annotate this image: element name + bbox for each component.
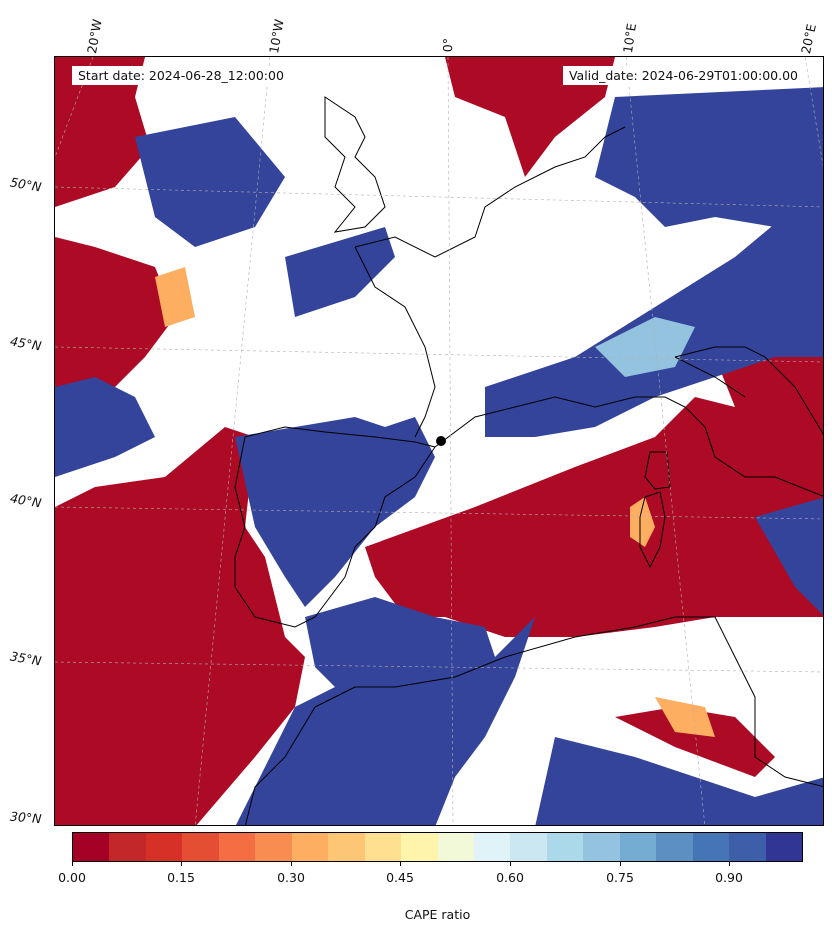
- colorbar-segment: [364, 833, 402, 861]
- colorbar-segment: [546, 833, 584, 861]
- cbar-tickmark-090: [729, 862, 730, 866]
- cbar-tick-label: 0.75: [606, 870, 634, 885]
- field-high-east-margin: [755, 497, 823, 615]
- colorbar-segment: [328, 833, 365, 861]
- coastline-italy: [674, 346, 823, 435]
- cbar-tick-label: 0.00: [58, 870, 86, 885]
- colorbar-segment: [656, 833, 693, 861]
- cbar-tickmark-030: [291, 862, 292, 866]
- colorbar-segment: [765, 833, 803, 861]
- field-low-iberia-atlantic: [55, 427, 305, 825]
- colorbar-segment: [291, 833, 329, 861]
- map-panel[interactable]: [54, 56, 824, 826]
- cbar-tickmark-015: [181, 862, 182, 866]
- cbar-tickmark-060: [510, 862, 511, 866]
- colorbar-segment: [218, 833, 256, 861]
- colorbar-segment: [109, 833, 146, 861]
- cbar-tick-label: 0.15: [167, 870, 195, 885]
- lon-label-20e: 20°E: [798, 22, 819, 56]
- gridline-lon-20e: [804, 57, 823, 167]
- gridline-lat-45: [55, 346, 823, 363]
- cape-ratio-map: [55, 57, 823, 825]
- cbar-tickmark-075: [620, 862, 621, 866]
- colorbar-segment: [182, 833, 219, 861]
- colorbar-segment: [473, 833, 511, 861]
- colorbar-segment: [510, 833, 547, 861]
- field-low-north-africa: [615, 707, 775, 777]
- cape-fields: [55, 57, 823, 825]
- coastline-north-africa: [244, 616, 823, 825]
- field-low-atlantic-west: [55, 57, 150, 207]
- field-mid-corsica: [630, 497, 655, 547]
- field-low-north-channel: [445, 57, 615, 177]
- colorbar-segment: [619, 833, 657, 861]
- coastline-france: [354, 126, 626, 438]
- gridline-lat-40: [55, 506, 823, 520]
- cbar-tick-label: 0.60: [496, 870, 524, 885]
- lat-label-50n: 50°N: [8, 174, 43, 195]
- colorbar-segment: [583, 833, 620, 861]
- cbar-tick-label: 0.45: [386, 870, 414, 885]
- field-high-channel-east: [595, 87, 823, 237]
- location-marker: [436, 436, 446, 446]
- field-mid-africa: [655, 697, 715, 737]
- colorbar: [72, 832, 803, 862]
- valid-date-label: Valid_date: 2024-06-29T01:00:00.00: [562, 66, 804, 85]
- field-high-iberia-band: [235, 417, 435, 607]
- lon-label-20w: 20°W: [84, 18, 105, 55]
- field-high-north-belt: [135, 117, 285, 247]
- colorbar-segment: [145, 833, 183, 861]
- lat-label-40n: 40°N: [8, 490, 43, 511]
- field-low-mediterranean: [365, 367, 823, 637]
- field-low-atlantic-southwest: [55, 237, 175, 397]
- field-high-sahara-east: [535, 737, 823, 825]
- gridline-lon-10w: [194, 57, 271, 825]
- coastline-med-north: [434, 396, 823, 497]
- field-mid-iberia: [155, 267, 195, 327]
- cbar-tickmark-045: [400, 862, 401, 866]
- lat-label-45n: 45°N: [8, 333, 43, 354]
- start-date-label: Start date: 2024-06-28_12:00:00: [72, 66, 290, 85]
- colorbar-segment: [73, 833, 110, 861]
- coastline-iberia: [234, 426, 436, 628]
- coastline-britain: [324, 96, 386, 233]
- lat-label-35n: 35°N: [8, 648, 43, 669]
- graticule: [55, 57, 823, 825]
- field-high-sw-atlantic: [236, 617, 535, 825]
- colorbar-segment: [255, 833, 292, 861]
- lon-label-0: 0°: [440, 37, 456, 53]
- gridline-lon-0: [447, 57, 454, 825]
- colorbar-segment: [729, 833, 766, 861]
- field-high-biscay: [285, 227, 395, 317]
- colorbar-segment: [437, 833, 474, 861]
- colorbar-label: CAPE ratio: [404, 907, 471, 922]
- colorbar-segment: [401, 833, 438, 861]
- cbar-tick-label: 0.30: [277, 870, 305, 885]
- lon-label-10e: 10°E: [620, 22, 640, 55]
- coastlines: [234, 96, 823, 825]
- cbar-tick-label: 0.90: [715, 870, 743, 885]
- colorbar-segment: [692, 833, 730, 861]
- gridline-lat-35: [55, 661, 823, 673]
- cbar-tickmark-000: [72, 862, 73, 866]
- field-mid-alps: [595, 317, 695, 377]
- field-high-west-margin: [55, 377, 155, 477]
- gridline-lat-50: [55, 186, 823, 208]
- coastline-sardinia: [644, 451, 671, 490]
- coastline-corsica: [639, 491, 666, 569]
- lon-label-10w: 10°W: [266, 18, 287, 55]
- lat-label-30n: 30°N: [9, 808, 43, 827]
